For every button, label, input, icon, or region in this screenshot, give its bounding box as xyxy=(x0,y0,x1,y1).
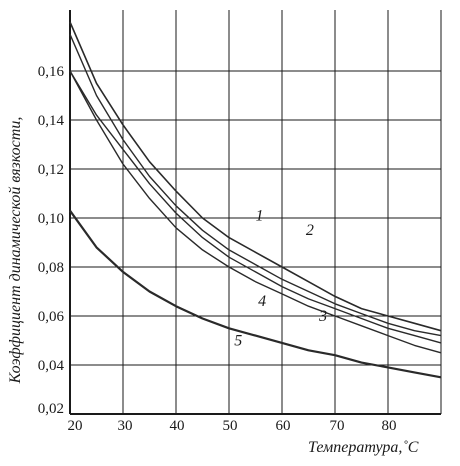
y-tick-label: 0,02 xyxy=(38,401,64,417)
curve-label-1: 1 xyxy=(256,207,264,224)
curve-labels: 1 2 3 4 5 xyxy=(234,207,327,349)
curve-label-2: 2 xyxy=(306,222,314,239)
x-tick-label: 30 xyxy=(118,418,133,434)
y-tick-label: 0,14 xyxy=(38,113,65,129)
x-tick-label: 50 xyxy=(223,418,238,434)
x-tick-labels: 20 30 40 50 60 70 80 xyxy=(68,418,397,434)
y-tick-label: 0,12 xyxy=(38,162,64,178)
y-tick-label: 0,06 xyxy=(38,309,65,325)
grid-horizontal xyxy=(70,70,441,415)
grid xyxy=(69,10,442,415)
x-tick-label: 40 xyxy=(170,418,185,434)
series-line-2 xyxy=(69,34,442,337)
x-axis-title: Температура,˚С xyxy=(308,439,419,456)
x-tick-label: 20 xyxy=(68,418,83,434)
y-tick-label: 0,04 xyxy=(38,358,65,374)
curve-label-3: 3 xyxy=(318,308,327,325)
series-line-3 xyxy=(69,70,442,344)
x-tick-label: 70 xyxy=(330,418,345,434)
series-line-4 xyxy=(69,70,442,354)
y-tick-label: 0,08 xyxy=(38,260,64,276)
curve-label-4: 4 xyxy=(258,293,266,310)
y-tick-label: 0,10 xyxy=(38,211,64,227)
y-tick-labels: 0,02 0,04 0,06 0,08 0,10 0,12 0,14 0,16 xyxy=(38,64,65,417)
y-tick-label: 0,16 xyxy=(38,64,65,80)
x-tick-label: 80 xyxy=(382,418,397,434)
curve-label-5: 5 xyxy=(234,332,242,349)
series-layer xyxy=(69,21,442,379)
series-line-5 xyxy=(69,210,442,379)
y-axis-title: Коэффициент динамической вязкости, xyxy=(7,117,24,385)
series-line-1 xyxy=(69,21,442,332)
x-tick-label: 60 xyxy=(276,418,291,434)
